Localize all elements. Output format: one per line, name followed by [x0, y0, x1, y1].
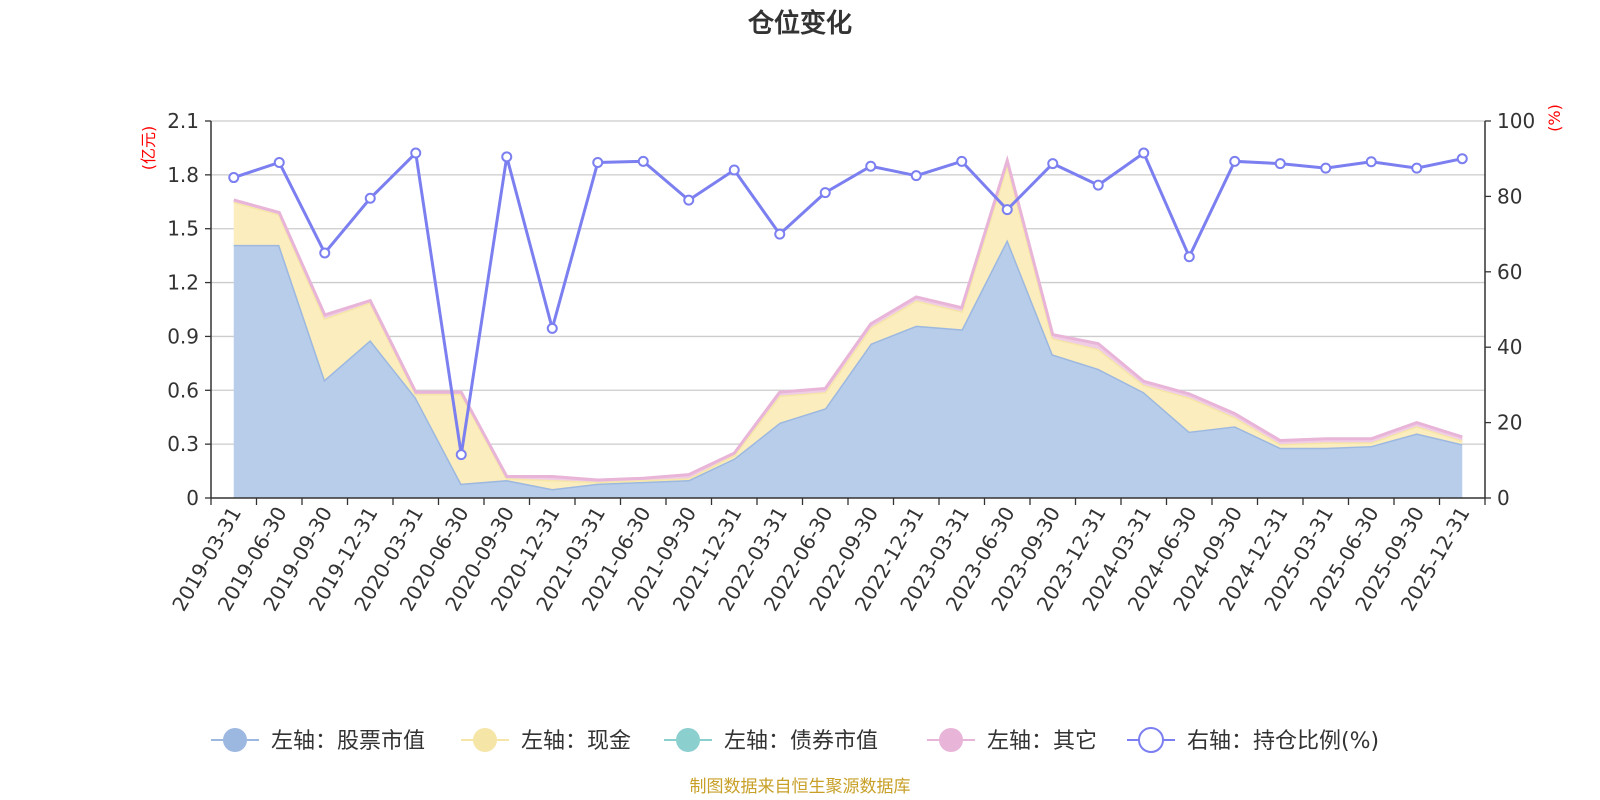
chart-title: 仓位变化 [747, 8, 852, 39]
ratio-point [273, 156, 285, 168]
left-tick-label: 1.8 [167, 163, 199, 187]
ratio-point [410, 147, 422, 159]
ratio-point [865, 160, 877, 172]
ratio-point [1047, 158, 1059, 170]
ratio-point [455, 449, 467, 461]
ratio-point [1229, 155, 1241, 167]
right-tick-label: 80 [1497, 184, 1522, 208]
legend-label: 左轴：其它 [987, 729, 1097, 754]
ratio-point [1365, 156, 1377, 168]
legend-item: 左轴：债券市值 [664, 728, 878, 754]
ratio-line [233, 149, 1463, 455]
left-tick-label: 1.5 [167, 217, 199, 241]
legend-label: 右轴：持仓比例(%) [1187, 729, 1379, 754]
left-axis-unit: (亿元) [139, 126, 158, 171]
left-tick-label: 0.3 [167, 432, 199, 456]
legend: 左轴：股票市值 左轴：现金 左轴：债券市值 左轴：其它 右轴：持仓比例(%) [211, 727, 1379, 754]
legend-swatch-marker [223, 728, 247, 752]
ratio-point [728, 164, 740, 176]
right-axis-unit: (%) [1545, 104, 1564, 132]
legend-label: 左轴：股票市值 [271, 729, 425, 754]
grid-lines [211, 120, 1485, 445]
area-fill-0 [233, 239, 1463, 498]
legend-label: 左轴：现金 [521, 729, 631, 754]
left-tick-label: 0 [186, 486, 199, 510]
right-tick-label: 60 [1497, 260, 1522, 284]
legend-swatch-marker [1138, 727, 1164, 753]
area-edge-3 [233, 155, 1463, 482]
ratio-point [1456, 153, 1468, 165]
legend-item: 右轴：持仓比例(%) [1127, 727, 1379, 754]
ratio-point [546, 322, 558, 334]
legend-swatch-marker [676, 728, 700, 752]
ratio-point [1183, 251, 1195, 263]
left-tick-label: 2.1 [167, 109, 199, 133]
ratio-point [1001, 204, 1013, 216]
ratio-point [592, 156, 604, 168]
ratio-point [501, 151, 513, 163]
ratio-point [1138, 147, 1150, 159]
legend-item: 左轴：股票市值 [211, 728, 425, 754]
legend-label: 左轴：债券市值 [724, 729, 878, 754]
ratio-point [774, 228, 786, 240]
ratio-point [1274, 158, 1286, 170]
ratio-point [819, 187, 831, 199]
legend-item: 左轴：其它 [927, 728, 1097, 754]
ratio-point [364, 192, 376, 204]
legend-item: 左轴：现金 [461, 728, 631, 754]
data-source-note: 制图数据来自恒生聚源数据库 [690, 777, 911, 797]
left-tick-label: 0.6 [167, 378, 199, 402]
ratio-line-series [228, 147, 1468, 461]
ratio-point [683, 194, 695, 206]
left-tick-label: 1.2 [167, 271, 199, 295]
legend-swatch-marker [473, 728, 497, 752]
right-tick-label: 40 [1497, 335, 1522, 359]
legend-swatch-marker [939, 728, 963, 752]
right-tick-label: 100 [1497, 109, 1535, 133]
right-tick-label: 20 [1497, 411, 1522, 435]
ratio-point [319, 247, 331, 259]
left-tick-label: 0.9 [167, 324, 199, 348]
right-tick-label: 0 [1497, 486, 1510, 510]
ratio-point [1092, 179, 1104, 191]
ratio-point [637, 155, 649, 167]
ratio-point [910, 170, 922, 182]
ratio-point [1411, 162, 1423, 174]
ratio-point [956, 155, 968, 167]
ratio-point [1320, 162, 1332, 174]
area-series [233, 155, 1463, 498]
ratio-point [228, 172, 240, 184]
